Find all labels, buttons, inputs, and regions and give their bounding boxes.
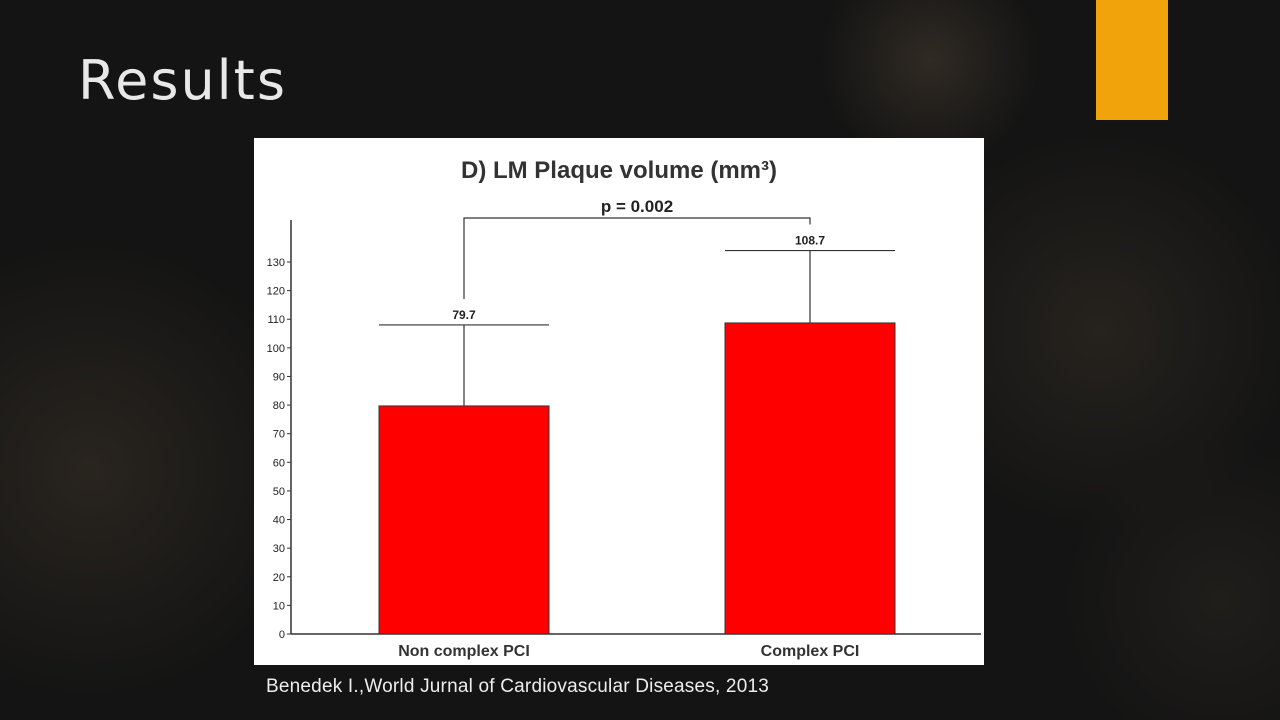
y-tick-label: 60 bbox=[273, 457, 285, 469]
bar-chart: D) LM Plaque volume (mm³) 0 10 20 30 40 50 60 7… bbox=[267, 157, 981, 660]
category-label: Complex PCI bbox=[761, 643, 860, 660]
value-label: 79.7 bbox=[452, 308, 476, 322]
category-label: Non complex PCI bbox=[398, 643, 530, 660]
citation: Benedek I.,World Jurnal of Cardiovascula… bbox=[266, 676, 769, 697]
y-tick-label: 40 bbox=[273, 515, 285, 527]
y-tick-label: 50 bbox=[273, 486, 285, 498]
y-tick-label: 30 bbox=[273, 543, 285, 555]
y-tick-label: 130 bbox=[267, 257, 285, 269]
y-tick-label: 10 bbox=[273, 600, 285, 612]
y-tick-label: 80 bbox=[273, 400, 285, 412]
y-tick-label: 100 bbox=[267, 343, 285, 355]
accent-bar bbox=[1096, 0, 1168, 120]
y-tick-label: 90 bbox=[273, 371, 285, 383]
y-tick-label: 0 bbox=[279, 629, 285, 641]
bar-complex-pci bbox=[724, 322, 896, 635]
chart-frame: D) LM Plaque volume (mm³) 0 10 20 30 40 50 60 7… bbox=[254, 138, 984, 665]
chart-title: D) LM Plaque volume (mm³) bbox=[461, 157, 777, 184]
value-label: 108.7 bbox=[795, 234, 825, 248]
bar-non-complex-pci bbox=[378, 405, 550, 635]
significance-bracket bbox=[463, 217, 811, 299]
p-value-label: p = 0.002 bbox=[601, 197, 673, 216]
slide-title: Results bbox=[78, 49, 287, 112]
y-tick-label: 110 bbox=[267, 314, 285, 326]
y-tick-label: 20 bbox=[273, 572, 285, 584]
y-tick-label: 120 bbox=[267, 286, 285, 298]
y-tick-label: 70 bbox=[273, 429, 285, 441]
